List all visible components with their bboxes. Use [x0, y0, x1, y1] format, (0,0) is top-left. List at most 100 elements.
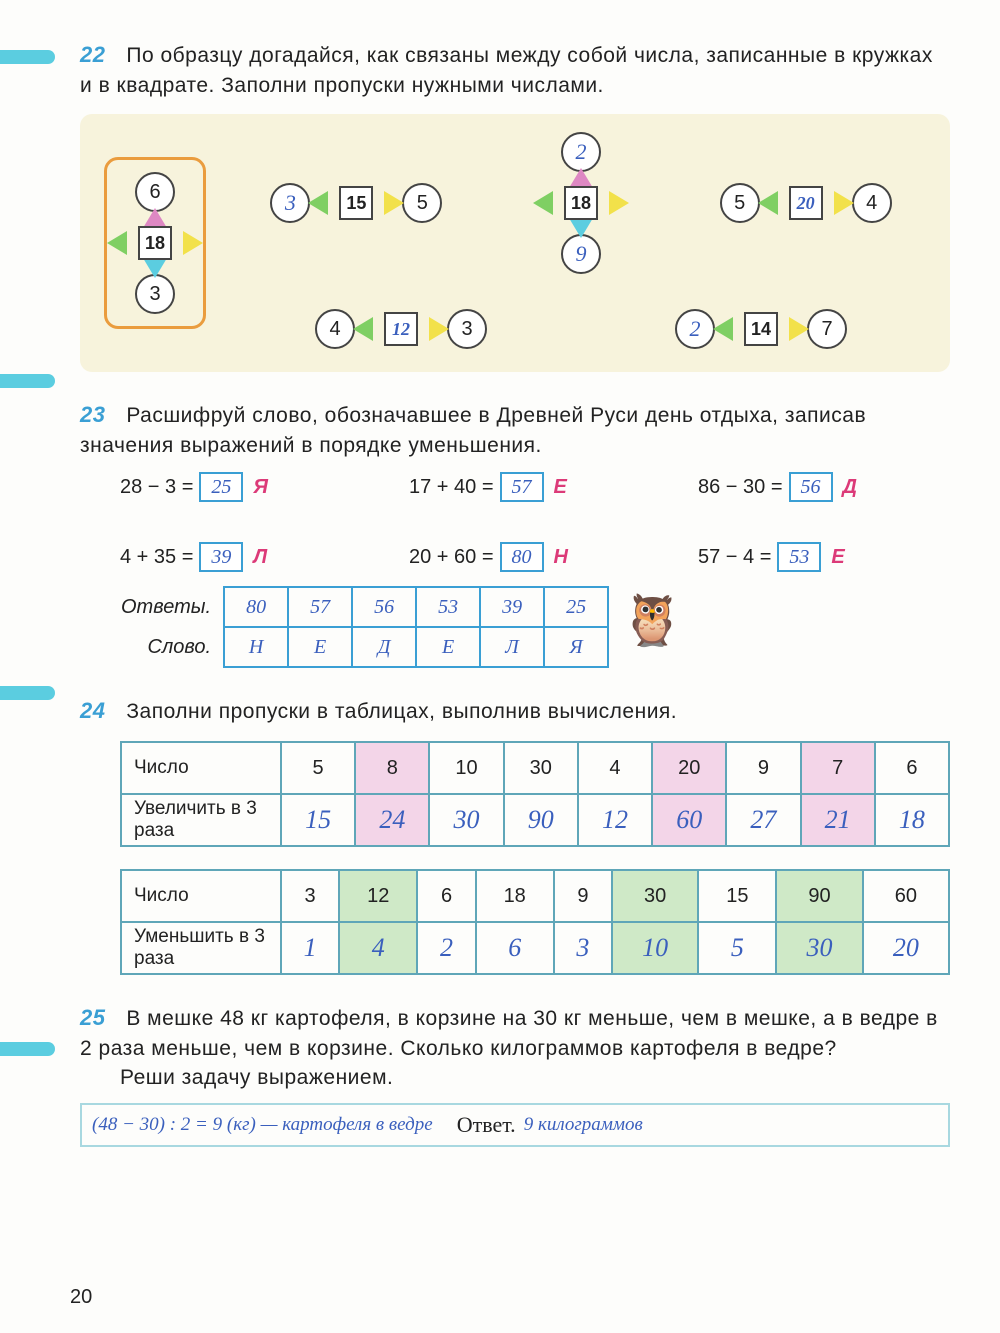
answer-box: 57 [500, 472, 544, 502]
answer-label: Ответ. [457, 1112, 516, 1138]
accent-bar [0, 374, 55, 388]
answer-cell: 39 [480, 587, 544, 627]
table-cell: 12 [578, 794, 652, 846]
letter-tag: Е [831, 546, 844, 569]
task-24: 24 Заполни пропуски в таблицах, выполнив… [80, 696, 950, 975]
expression: 4 + 35 =39Л [120, 542, 369, 572]
diamond-value: 18 [138, 226, 172, 260]
table-cell: 3 [281, 870, 339, 922]
task-text-content: Расшифруй слово, обозначавшее в Древней … [80, 404, 866, 457]
answer-box: 80 [500, 542, 544, 572]
diagram-unit: 3155 [270, 178, 442, 228]
word-cell: Н [224, 627, 288, 667]
table-divide: Число312618930159060Уменьшить в 3 раза14… [120, 869, 950, 975]
answer-cell: 53 [416, 587, 480, 627]
table-cell: 90 [776, 870, 862, 922]
table-cell: 12 [339, 870, 417, 922]
expr-text: 4 + 35 = [120, 546, 193, 569]
task-num: 24 [80, 696, 110, 727]
word-cell: Е [416, 627, 480, 667]
table-cell: 3 [554, 922, 612, 974]
diagram-grid: 315521895204 41232147 [236, 132, 926, 354]
circle: 3 [447, 309, 487, 349]
word-cell: Я [544, 627, 608, 667]
table-cell: 4 [578, 742, 652, 794]
task-25-text: 25 В мешке 48 кг картофеля, в корзине на… [80, 1003, 950, 1063]
answer-box: 56 [789, 472, 833, 502]
expr-text: 57 − 4 = [698, 546, 771, 569]
circle: 5 [720, 183, 760, 223]
sample-unit: 6 18 3 [104, 157, 206, 329]
circle: 9 [561, 234, 601, 274]
letter-tag: Я [253, 476, 268, 499]
table-cell: 24 [355, 794, 429, 846]
table-cell: 6 [476, 922, 554, 974]
expressions: 28 − 3 =25Я17 + 40 =57Е86 − 30 =56Д4 + 3… [120, 472, 950, 572]
task-text-content: По образцу догадайся, как связаны между … [80, 44, 933, 97]
table-cell: 20 [652, 742, 726, 794]
word-cell: Е [288, 627, 352, 667]
expr-text: 20 + 60 = [409, 546, 494, 569]
task-25: 25 В мешке 48 кг картофеля, в корзине на… [80, 1003, 950, 1147]
table-cell: 7 [801, 742, 875, 794]
table-cell: 8 [355, 742, 429, 794]
table-cell: 15 [698, 870, 776, 922]
circle: 2 [675, 309, 715, 349]
diagram-unit: 4123 [315, 304, 487, 354]
diamond: 18 [115, 218, 195, 268]
task-23: 23 Расшифруй слово, обозначавшее в Древн… [80, 400, 950, 668]
table-multiply: Число581030420976Увеличить в 3 раза15243… [120, 741, 950, 847]
table-cell: 5 [281, 742, 355, 794]
circle: 4 [852, 183, 892, 223]
answer-box: 25 [199, 472, 243, 502]
accent-bar [0, 50, 55, 64]
diamond: 12 [361, 304, 441, 354]
table-cell: 15 [281, 794, 355, 846]
diagram-unit: 2 14 7 [675, 304, 847, 354]
answer-cell: 57 [288, 587, 352, 627]
answer-cell: 56 [352, 587, 416, 627]
diagram-unit: 5204 [720, 178, 892, 228]
task-22: 22 По образцу догадайся, как связаны меж… [80, 40, 950, 372]
expr-text: 17 + 40 = [409, 476, 494, 499]
word-table: Ответы.805756533925 Слово.НЕДЕЛЯ [120, 586, 609, 668]
diamond-value: 15 [339, 186, 373, 220]
table-cell: 10 [429, 742, 503, 794]
task-num: 23 [80, 400, 110, 431]
diamond-value: 12 [384, 312, 418, 346]
word-cell: Д [352, 627, 416, 667]
table-cell: 30 [612, 870, 698, 922]
row-label: Число [121, 870, 281, 922]
accent-bar [0, 1042, 55, 1056]
circle: 7 [807, 309, 847, 349]
diagram-22: 6 18 3 3 15 5 2 18 9 5204 4 12 3 2 14 7 [80, 114, 950, 372]
task-num: 25 [80, 1003, 110, 1034]
expr-text: 28 − 3 = [120, 476, 193, 499]
table-cell: 10 [612, 922, 698, 974]
answer-box: 53 [777, 542, 821, 572]
row-label: Уменьшить в 3 раза [121, 922, 281, 974]
table-cell: 6 [875, 742, 949, 794]
letter-tag: Е [554, 476, 567, 499]
circle: 3 [270, 183, 310, 223]
word-cell: Л [480, 627, 544, 667]
table-cell: 27 [726, 794, 800, 846]
answer-expr: (48 − 30) : 2 = 9 (кг) — картофеля в вед… [92, 1114, 433, 1136]
expression: 28 − 3 = 25 Я [120, 472, 369, 502]
expression: 57 − 4 = 53 Е [698, 542, 947, 572]
diamond: 15 [316, 178, 396, 228]
diamond-value: 14 [744, 312, 778, 346]
table-cell: 30 [429, 794, 503, 846]
table-cell: 60 [863, 870, 949, 922]
table-cell: 18 [476, 870, 554, 922]
letter-tag: Д [843, 476, 857, 499]
task-num: 22 [80, 40, 110, 71]
table-cell: 6 [417, 870, 475, 922]
table-cell: 2 [417, 922, 475, 974]
table-cell: 5 [698, 922, 776, 974]
task-text-content: В мешке 48 кг картофеля, в корзине на 30… [80, 1007, 938, 1060]
row-label: Число [121, 742, 281, 794]
task-23-text: 23 Расшифруй слово, обозначавшее в Древн… [80, 400, 950, 460]
table-cell: 21 [801, 794, 875, 846]
expression: 86 − 30 =56Д [698, 472, 947, 502]
